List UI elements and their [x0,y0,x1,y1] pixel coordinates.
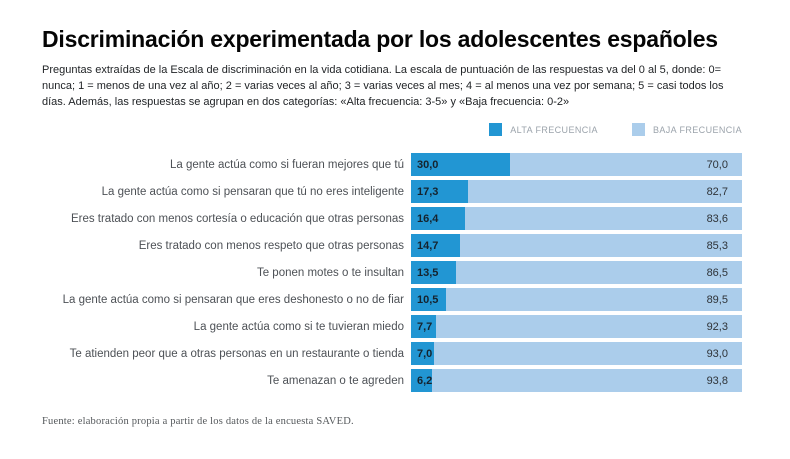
chart-subtitle: Preguntas extraídas de la Escala de disc… [42,64,724,108]
chart-rows: La gente actúa como si fueran mejores qu… [42,153,742,392]
alta-value-label: 17,3 [417,185,439,198]
chart-row: Eres tratado con menos respeto que otras… [42,234,742,257]
bar-segment-alta: 7,7 [411,315,437,338]
legend-label-alta: ALTA FRECUENCIA [510,124,598,135]
bar-segment-baja: 86,5 [455,261,742,284]
legend-item-baja-frecuencia: BAJA FRECUENCIA [631,123,742,136]
row-bar: 7,0 93,0 [411,342,742,365]
baja-value-label: 70,0 [706,158,728,171]
bar-segment-alta: 13,5 [411,261,456,284]
row-bar: 16,4 83,6 [411,207,742,230]
bar-segment-baja: 93,0 [434,342,742,365]
bar-segment-baja: 92,3 [436,315,742,338]
bar-segment-baja: 83,6 [465,207,742,230]
stacked-bar-chart: La gente actúa como si fueran mejores qu… [42,153,742,392]
chart-row: La gente actúa como si fueran mejores qu… [42,153,742,176]
source-note: Fuente: elaboración propia a partir de l… [42,416,354,427]
row-label: La gente actúa como si pensaran que eres… [62,293,404,306]
baja-value-label: 86,5 [706,266,728,279]
row-label: Te atienden peor que a otras personas en… [69,347,404,360]
row-label: Te ponen motes o te insultan [256,266,404,279]
alta-value-label: 16,4 [417,212,439,225]
row-bar: 14,7 85,3 [411,234,742,257]
chart-row: Te atienden peor que a otras personas en… [42,342,742,365]
alta-value-label: 13,5 [417,266,439,279]
alta-value-label: 10,5 [417,293,439,306]
page-title: Discriminación experimentada por los ado… [42,26,718,52]
baja-value-label: 92,3 [706,320,728,333]
infographic-page: Discriminación experimentada por los ado… [42,26,742,427]
bar-segment-baja: 82,7 [468,180,742,203]
row-label: La gente actúa como si te tuvieran miedo [193,320,404,333]
bar-segment-alta: 16,4 [411,207,466,230]
row-label: La gente actúa como si fueran mejores qu… [170,158,404,171]
row-label: La gente actúa como si pensaran que tú n… [101,185,404,198]
baja-value-label: 89,5 [706,293,728,306]
bar-segment-baja: 89,5 [445,288,742,311]
row-label: Te amenazan o te agreden [267,374,404,387]
chart-row: La gente actúa como si pensaran que tú n… [42,180,742,203]
alta-value-label: 30,0 [417,158,439,171]
bar-segment-alta: 6,2 [411,369,432,392]
alta-value-label: 7,7 [417,320,433,333]
bar-segment-alta: 17,3 [411,180,469,203]
chart-row: La gente actúa como si pensaran que eres… [42,288,742,311]
baja-frecuencia-swatch-icon [631,123,645,136]
bar-segment-alta: 14,7 [411,234,460,257]
chart-row: La gente actúa como si te tuvieran miedo… [42,315,742,338]
alta-value-label: 6,2 [417,374,433,387]
bar-segment-baja: 85,3 [459,234,742,257]
row-bar: 7,7 92,3 [411,315,742,338]
chart-legend: ALTA FRECUENCIA BAJA FRECUENCIA [42,123,742,136]
chart-row: Te ponen motes o te insultan 13,5 86,5 [42,261,742,284]
legend-item-alta-frecuencia: ALTA FRECUENCIA [489,123,598,136]
baja-value-label: 83,6 [706,212,728,225]
alta-frecuencia-swatch-icon [489,123,503,136]
alta-value-label: 14,7 [417,239,439,252]
bar-segment-alta: 10,5 [411,288,446,311]
row-label: Eres tratado con menos cortesía o educac… [70,212,404,225]
bar-segment-alta: 30,0 [411,153,511,176]
baja-value-label: 85,3 [706,239,728,252]
bar-segment-baja: 93,8 [431,369,742,392]
baja-value-label: 93,0 [706,347,728,360]
legend-label-baja: BAJA FRECUENCIA [652,124,742,135]
bar-segment-alta: 7,0 [411,342,435,365]
alta-value-label: 7,0 [417,347,433,360]
row-bar: 17,3 82,7 [411,180,742,203]
chart-row: Eres tratado con menos cortesía o educac… [42,207,742,230]
row-bar: 30,0 70,0 [411,153,742,176]
baja-value-label: 93,8 [706,374,728,387]
baja-value-label: 82,7 [706,185,728,198]
bar-segment-baja: 70,0 [510,153,742,176]
row-label: Eres tratado con menos respeto que otras… [138,239,404,252]
chart-row: Te amenazan o te agreden 6,2 93,8 [42,369,742,392]
row-bar: 6,2 93,8 [411,369,742,392]
row-bar: 10,5 89,5 [411,288,742,311]
row-bar: 13,5 86,5 [411,261,742,284]
